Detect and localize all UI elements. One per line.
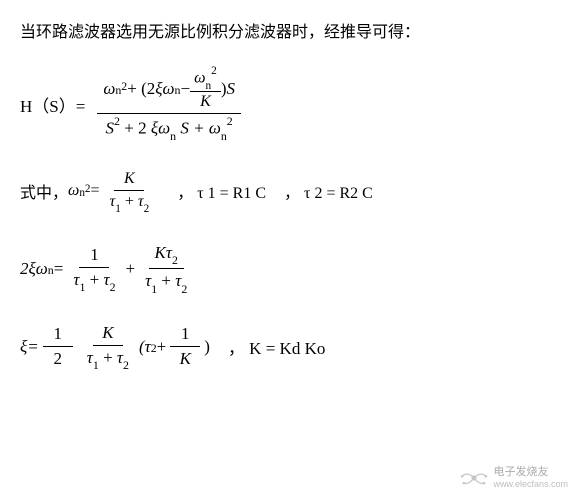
hs-label: H（S）= — [20, 92, 85, 117]
tau1-definition: ， τ 1 = R1 C — [177, 179, 266, 203]
k-definition: ， K = Kd Ko — [228, 334, 325, 359]
intro-text: 当环路滤波器选用无源比例积分滤波器时，经推导可得： — [20, 18, 556, 42]
watermark: 电子发烧友 www.elecfans.com — [457, 464, 568, 492]
eq4-k-frac: K τ1 + τ2 — [81, 323, 135, 371]
hs-fraction: ωn2 + (2 ξωn − ωn2 K ) S S2 + 2 ξωn S + … — [97, 67, 241, 142]
equation-omega-n: 式中， ωn2 = K τ1 + τ2 ， τ 1 = R1 C ， τ 2 =… — [20, 170, 556, 213]
eq4-1k-frac: 1 K — [170, 324, 200, 369]
elecfans-logo-icon — [457, 464, 491, 492]
equation-xi: ξ= 1 2 K τ1 + τ2 (τ2 + 1 K ) ， K = Kd Ko — [20, 323, 556, 371]
hs-inner-fraction: ωn2 K — [190, 67, 221, 111]
hs-numerator: ωn2 + (2 ξωn − ωn2 K ) S — [97, 67, 241, 114]
equation-hs: H（S）= ωn2 + (2 ξωn − ωn2 K ) S S2 + 2 ξω… — [20, 67, 556, 142]
omega-n-fraction: K τ1 + τ2 — [104, 170, 156, 213]
tau2-definition: ， τ 2 = R2 C — [284, 179, 373, 203]
equation-2xi-omega: 2ξωn = 1 τ1 + τ2 + Kτ2 τ1 + τ2 — [20, 243, 556, 295]
watermark-brand: 电子发烧友 — [493, 466, 568, 479]
watermark-url: www.elecfans.com — [493, 479, 568, 490]
eq4-half: 1 2 — [43, 324, 73, 369]
eq3-fraction1: 1 τ1 + τ2 — [67, 245, 121, 293]
hs-denominator: S2 + 2 ξωn S + ωn2 — [100, 114, 239, 142]
eq3-fraction2: Kτ2 τ1 + τ2 — [139, 243, 193, 295]
watermark-text: 电子发烧友 www.elecfans.com — [493, 466, 568, 490]
